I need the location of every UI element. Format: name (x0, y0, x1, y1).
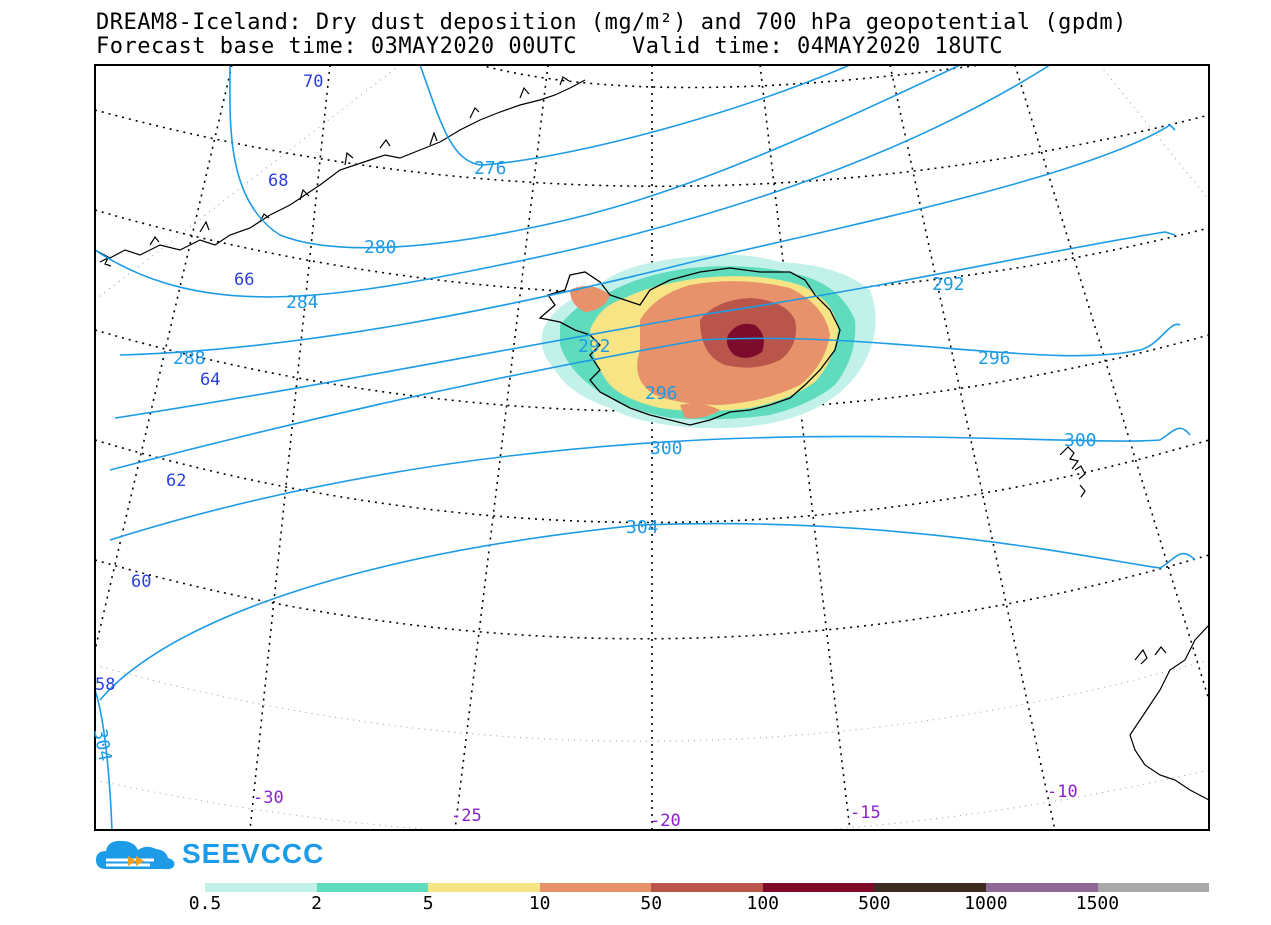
longitude-label: -15 (850, 803, 881, 823)
contour-label-group: 276 280 284 288 292 292 296 296 300 300 … (89, 158, 1096, 763)
legend-swatch (428, 883, 540, 892)
contour-label: 296 (645, 383, 678, 404)
geopotential-contours (95, 65, 1196, 830)
meridian-lines (95, 65, 1209, 830)
legend-label: 500 (858, 893, 891, 914)
legend-label: 0.5 (188, 893, 222, 914)
legend-swatch (762, 883, 875, 892)
latitude-label: 70 (303, 72, 323, 92)
contour-label-rotated: 304 (89, 727, 115, 763)
legend-swatch (651, 883, 763, 892)
latitude-label: 68 (268, 171, 288, 191)
greenland-coastline (95, 76, 586, 267)
latitude-label: 58 (95, 675, 115, 695)
contour-label: 284 (286, 292, 319, 313)
longitude-label: -10 (1047, 782, 1078, 802)
contour-label: 296 (978, 348, 1011, 369)
latitude-label: 60 (131, 572, 151, 592)
map-frame (94, 64, 1210, 831)
contour-label: 300 (650, 438, 683, 459)
legend-label: 100 (746, 893, 780, 914)
map-subtitle: Forecast base time: 03MAY2020 00UTC Vali… (96, 34, 1004, 59)
legend-label: 2 (311, 893, 322, 914)
contour-label: 276 (474, 158, 507, 179)
longitude-label: -25 (451, 806, 482, 826)
color-legend (205, 883, 1210, 892)
legend-swatch (985, 883, 1098, 892)
legend-label: 5 (422, 893, 434, 914)
longitude-label-group: -30 -25 -20 -15 -10 (253, 782, 1078, 831)
legend-swatch (1097, 883, 1210, 892)
legend-label: 10 (528, 893, 551, 914)
parallel-lines (95, 65, 1209, 640)
longitude-label: -20 (650, 811, 681, 831)
contour-label: 292 (578, 336, 611, 357)
cloud-logo-icon (96, 840, 175, 870)
scotland-coastline (1129, 624, 1209, 801)
seevccc-logo: SEEVCCC (94, 836, 324, 872)
contour-label: 280 (364, 237, 397, 258)
faroe-islands (1059, 446, 1086, 498)
legend-label: 1500 (1075, 893, 1120, 914)
contour-label: 300 (1064, 430, 1097, 451)
legend-swatch (316, 883, 429, 892)
minor-grid (95, 65, 1209, 830)
iceland-coastline (538, 267, 841, 426)
latitude-label-group: 70 68 66 64 62 60 58 (95, 72, 323, 695)
legend-swatch (539, 883, 652, 892)
contour-label: 288 (173, 348, 206, 369)
latitude-label: 66 (234, 270, 254, 290)
legend-label: 1000 (964, 893, 1008, 914)
latitude-label: 64 (200, 370, 220, 390)
legend-labels: 0.5 2 5 10 50 100 500 1000 1500 (0, 893, 1271, 917)
contour-label: 304 (626, 517, 659, 538)
logo-text: SEEVCCC (182, 838, 325, 869)
latitude-label: 62 (166, 471, 186, 491)
legend-swatch (205, 883, 317, 892)
dust-deposition-field (541, 254, 876, 429)
contour-label: 292 (932, 274, 965, 295)
map-title: DREAM8-Iceland: Dry dust deposition (mg/… (96, 10, 1127, 35)
legend-swatch (874, 883, 986, 892)
longitude-label: -30 (253, 788, 284, 808)
legend-label: 50 (640, 893, 663, 914)
